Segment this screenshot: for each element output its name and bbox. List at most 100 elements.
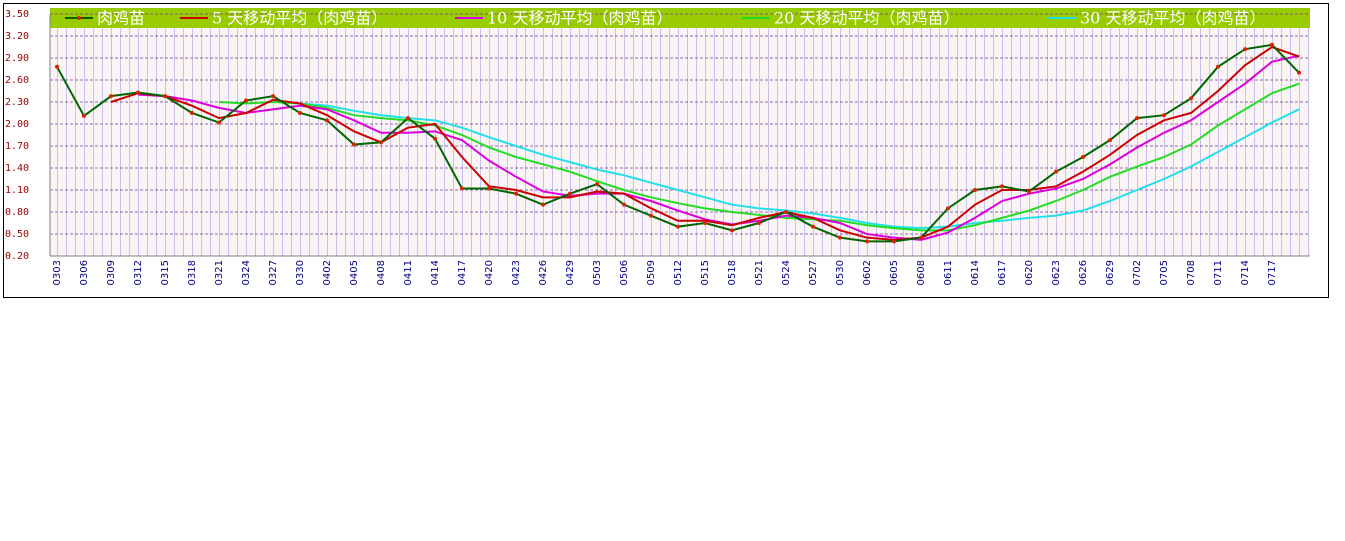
legend-box [50,8,1310,28]
y-tick-label: 0.50 [5,229,29,240]
x-tick-label: 0315 [160,260,171,285]
data-point [865,239,869,244]
x-tick-label: 0306 [79,260,90,285]
x-tick-label: 0420 [484,260,495,285]
x-tick-label: 0614 [970,260,981,285]
x-tick-label: 0330 [295,260,306,285]
data-point [1297,70,1301,75]
data-point [460,186,464,191]
data-point [55,64,59,69]
x-tick-label: 0708 [1186,260,1197,285]
legend-label: 5 天移动平均（肉鸡苗） [212,9,387,28]
x-tick-label: 0405 [349,260,360,285]
x-tick-label: 0426 [538,260,549,285]
data-point [433,136,437,141]
data-point [217,120,221,125]
data-point [1027,189,1031,194]
y-tick-label: 1.10 [5,185,29,196]
data-point [190,111,194,115]
x-tick-label: 0327 [268,260,279,285]
x-tick-label: 0623 [1051,260,1062,285]
x-tick-label: 0509 [646,260,657,285]
y-tick-label: 2.90 [5,53,29,64]
data-point [784,210,788,214]
x-tick-label: 0705 [1159,260,1170,285]
data-point [271,94,275,99]
data-point [325,118,329,123]
data-point [1081,155,1085,159]
legend-label: 肉鸡苗 [97,9,145,28]
x-tick-label: 0711 [1213,260,1224,285]
x-tick-label: 0414 [430,260,441,285]
x-tick-label: 0411 [403,260,414,285]
data-point [379,140,383,145]
y-tick-label: 0.20 [5,251,29,262]
data-point [1270,42,1274,47]
data-point [730,228,734,233]
x-tick-label: 0429 [565,260,576,285]
y-tick-label: 2.30 [5,97,29,108]
y-tick-label: 1.40 [5,163,29,174]
data-point [838,235,842,240]
data-point [1108,138,1112,143]
x-tick-label: 0321 [214,260,225,285]
data-point [1000,184,1004,189]
data-point [352,142,356,147]
data-point [406,116,410,121]
x-tick-label: 0503 [592,260,603,285]
data-point [136,90,140,95]
x-tick-label: 0702 [1132,260,1143,285]
y-tick-label: 1.70 [5,141,29,152]
x-tick-label: 0617 [997,260,1008,285]
x-tick-label: 0512 [673,260,684,285]
x-tick-label: 0515 [700,260,711,285]
data-point [109,94,113,99]
series-line [218,82,1300,232]
data-point [82,113,86,118]
data-point [1054,169,1058,174]
x-tick-label: 0608 [916,260,927,285]
data-point [892,239,896,244]
x-tick-label: 0324 [241,260,252,285]
data-point [973,188,977,192]
x-tick-label: 0602 [862,260,873,285]
x-tick-label: 0714 [1240,260,1251,285]
x-tick-label: 0303 [52,260,63,285]
data-point [703,221,707,225]
data-point [622,202,626,207]
data-point [487,186,491,191]
legend-label: 20 天移动平均（肉鸡苗） [774,9,959,28]
data-point [1216,64,1220,69]
plot-pattern [50,14,1310,256]
data-point [298,111,302,115]
x-tick-label: 0408 [376,260,387,285]
x-tick-label: 0629 [1105,260,1116,285]
y-tick-label: 0.80 [5,207,29,218]
series-line [110,45,1300,241]
data-point [676,224,680,229]
data-point [946,206,950,211]
x-tick-label: 0506 [619,260,630,285]
data-point [514,191,518,196]
x-tick-label: 0423 [511,260,522,285]
x-tick-label: 0717 [1267,260,1278,285]
x-tick-label: 0611 [943,260,954,285]
x-tick-label: 0620 [1024,260,1035,285]
data-point [1162,113,1166,118]
x-tick-label: 0417 [457,260,468,285]
data-point [1243,47,1247,52]
data-point [541,202,545,207]
series-line [299,102,1300,230]
x-tick-label: 0402 [322,260,333,285]
x-tick-label: 0626 [1078,260,1089,285]
x-tick-label: 0318 [187,260,198,285]
data-point [595,182,599,187]
data-point [649,213,653,218]
x-tick-label: 0524 [781,260,792,285]
legend-marker [77,16,81,20]
x-tick-label: 0527 [808,260,819,285]
legend-label: 30 天移动平均（肉鸡苗） [1080,9,1265,28]
legend-label: 10 天移动平均（肉鸡苗） [487,9,672,28]
y-tick-label: 2.00 [5,119,29,130]
